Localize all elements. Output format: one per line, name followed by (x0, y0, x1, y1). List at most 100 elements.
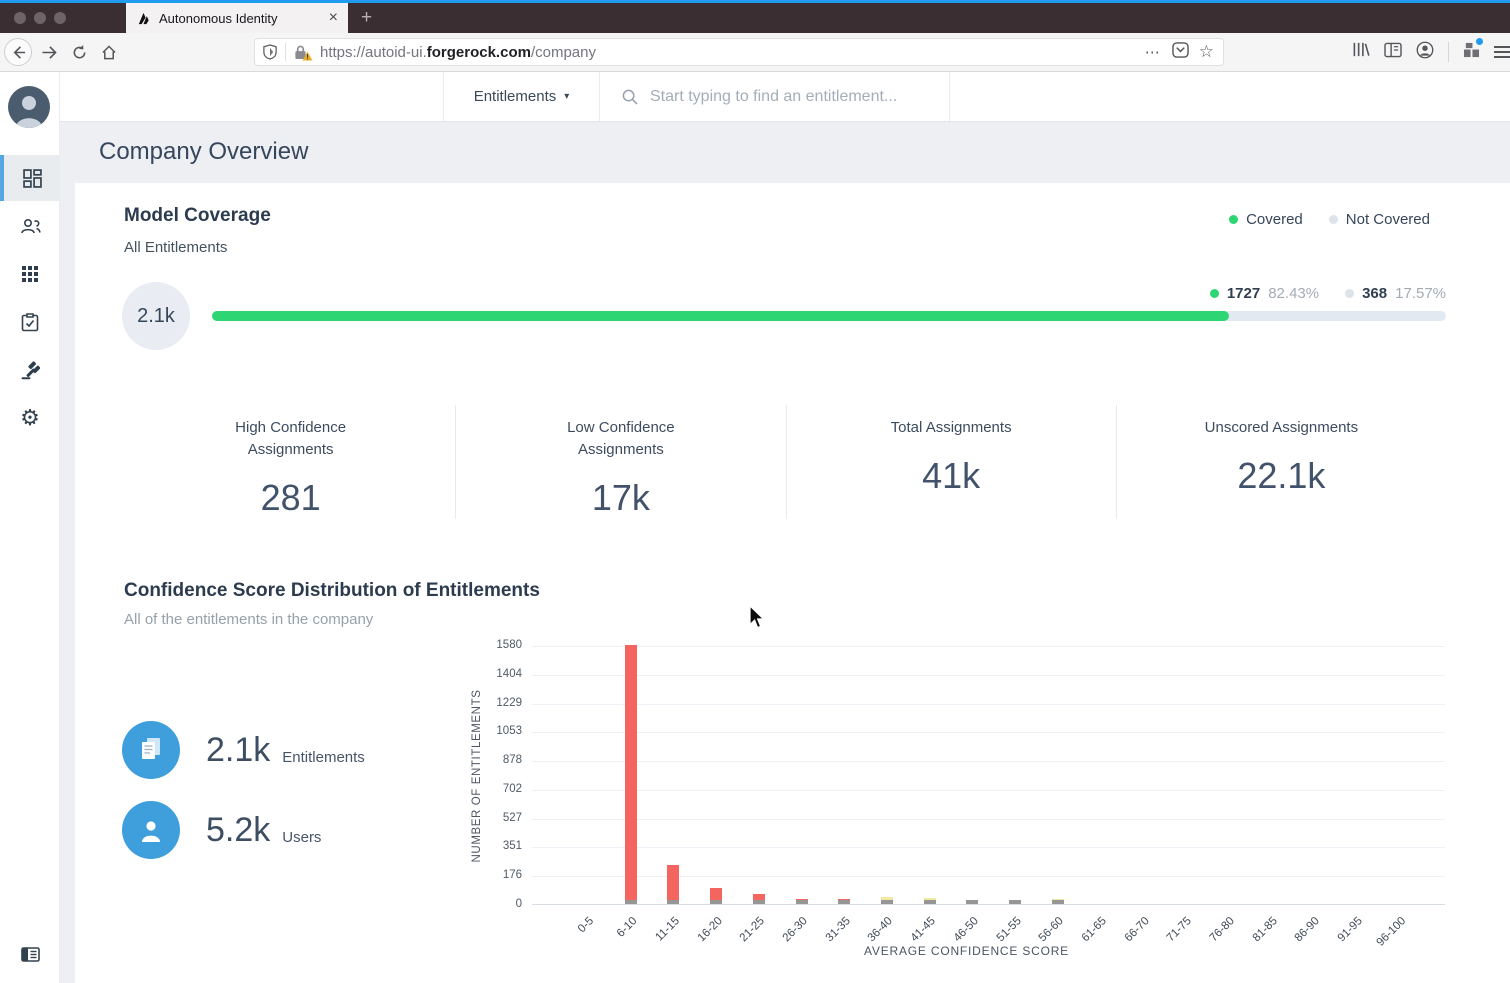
minimize-window-button[interactable] (34, 12, 46, 24)
chart-bar[interactable] (752, 893, 765, 904)
not-covered-count: 368 (1362, 285, 1388, 302)
reload-button[interactable] (66, 37, 92, 67)
chart-bar-base (1051, 900, 1064, 904)
y-tick-label: 1580 (496, 639, 522, 651)
x-tick-label: 16-20 (695, 915, 725, 945)
warning-triangle-icon (302, 51, 313, 61)
home-button[interactable] (96, 37, 122, 67)
chart-bar[interactable] (838, 899, 851, 904)
x-tick-label: 56-60 (1036, 915, 1067, 945)
page-title: Company Overview (99, 138, 309, 165)
chart-bar[interactable] (710, 888, 723, 904)
chart-bar-base (795, 900, 808, 904)
menu-icon[interactable] (1494, 46, 1510, 58)
legend-label: Covered (1246, 211, 1303, 228)
sidebar-item-users[interactable] (0, 203, 60, 249)
grid-line (532, 732, 1445, 734)
firefox-account-icon[interactable] (1416, 41, 1434, 64)
covered-count-group: 1727 82.43% (1209, 285, 1320, 302)
legend-item-covered: Covered (1229, 211, 1303, 228)
sidebar-item-rules[interactable] (0, 347, 60, 393)
avatar[interactable] (8, 86, 50, 133)
x-tick-label: 51-55 (994, 915, 1024, 945)
insecure-lock-icon[interactable] (294, 44, 313, 61)
chart-bar-base (966, 900, 979, 904)
sidebars-toggle-icon[interactable] (1384, 42, 1402, 63)
x-axis-line (532, 904, 1445, 905)
search-box (600, 72, 950, 121)
browser-chrome: Autonomous Identity × + https (0, 0, 1510, 72)
sidebar-item-tasks[interactable] (0, 299, 60, 345)
forward-button[interactable] (36, 37, 62, 67)
grid-line (532, 847, 1445, 849)
close-tab-icon[interactable]: × (328, 9, 338, 26)
new-tab-button[interactable]: + (361, 7, 373, 28)
sidebar-collapse-button[interactable] (0, 931, 60, 977)
chart-bar[interactable] (795, 899, 808, 904)
sidebar-item-dashboard[interactable] (0, 155, 60, 201)
chart-bar[interactable] (1009, 900, 1021, 904)
coverage-progress-bar (212, 311, 1446, 321)
x-tick-label: 41-45 (908, 915, 939, 945)
stat-label: Total Assignments (890, 419, 1012, 436)
y-tick-label: 351 (502, 840, 522, 853)
chevron-down-icon: ▾ (564, 91, 570, 102)
x-tick-label: 76-80 (1207, 915, 1237, 945)
bookmark-star-icon[interactable]: ☆ (1198, 42, 1215, 61)
back-button[interactable] (4, 37, 32, 67)
covered-percent: 82.43% (1268, 285, 1320, 302)
chart-bar[interactable] (966, 900, 979, 904)
whats-new-icon[interactable] (1463, 37, 1483, 63)
url-host: forgerock.com (426, 43, 531, 61)
stats-row: High Confidence Assignments 281 Low Conf… (126, 405, 1446, 519)
users-label: Users (282, 828, 322, 846)
entitlements-count: 2.1k (206, 730, 271, 769)
chart-bar[interactable] (923, 898, 936, 904)
page-actions-icon[interactable]: ⋯ (1144, 44, 1162, 61)
entity-type-dropdown[interactable]: Entitlements ▾ (443, 72, 600, 121)
gavel-icon (21, 360, 40, 379)
chart-bar[interactable] (880, 897, 893, 904)
address-bar[interactable]: https://autoid-ui.forgerock.com/company … (254, 38, 1224, 66)
stat-label: High Confidence Assignments (235, 419, 347, 458)
sidebar-item-settings[interactable]: ⚙ (0, 395, 60, 441)
close-window-button[interactable] (14, 12, 26, 24)
app-sidebar: ⚙ (0, 72, 60, 983)
browser-toolbar: https://autoid-ui.forgerock.com/company … (0, 33, 1510, 72)
stat-value: 41k (922, 454, 981, 496)
chart-bar[interactable] (667, 864, 680, 904)
chart-bar-base (624, 900, 637, 904)
y-tick-label: 1229 (496, 696, 522, 709)
page-content: Company Overview Model Coverage All Enti… (60, 122, 1510, 983)
x-tick-label: 26-30 (780, 915, 810, 945)
total-entitlements-badge: 2.1k (122, 282, 190, 350)
forgerock-logo-icon (138, 12, 149, 24)
x-tick-label: 11-15 (653, 915, 682, 944)
url-text[interactable]: https://autoid-ui.forgerock.com/company (320, 44, 1135, 61)
overview-card: Model Coverage All Entitlements Covered … (75, 183, 1510, 983)
clipboard-check-icon (21, 312, 39, 331)
distribution-subtitle: All of the entitlements in the company (124, 611, 374, 628)
y-axis-title: NUMBER OF ENTITLEMENTS (471, 689, 483, 862)
browser-tab[interactable]: Autonomous Identity × (126, 3, 348, 33)
tracking-protection-shield-icon[interactable] (263, 44, 277, 60)
zoom-window-button[interactable] (54, 12, 66, 24)
pocket-icon[interactable] (1172, 42, 1189, 62)
legend-label: Not Covered (1345, 211, 1430, 228)
model-coverage-title: Model Coverage (124, 205, 271, 226)
y-tick-label: 0 (515, 898, 522, 910)
not-covered-percent: 17.57% (1395, 285, 1446, 302)
x-tick-label: 0-5 (576, 915, 597, 936)
legend-item-not-covered: Not Covered (1328, 211, 1430, 228)
chart-bar[interactable] (1051, 899, 1064, 904)
sidebar-item-entitlements[interactable] (0, 251, 60, 297)
search-icon (622, 89, 638, 105)
library-icon[interactable] (1352, 41, 1370, 63)
entitlements-label: Entitlements (282, 748, 365, 766)
grid-line (532, 761, 1445, 763)
not-covered-dot-icon (1345, 289, 1355, 298)
chart-bar[interactable] (624, 645, 637, 904)
stat-value: 22.1k (1237, 454, 1326, 496)
search-input[interactable] (650, 87, 930, 106)
distribution-title: Confidence Score Distribution of Entitle… (124, 580, 540, 601)
